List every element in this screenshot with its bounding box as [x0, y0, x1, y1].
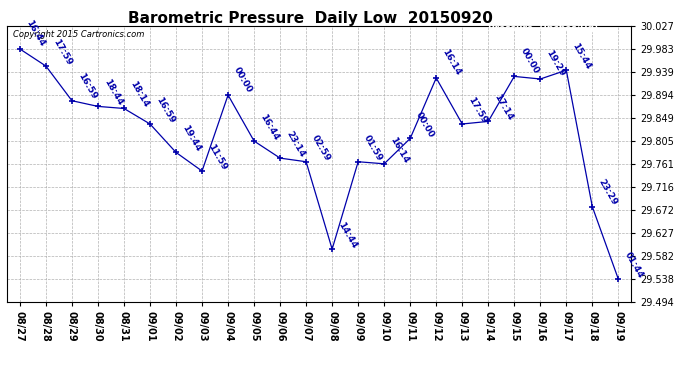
Text: 18:14: 18:14 — [128, 80, 150, 109]
Text: 16:59: 16:59 — [154, 95, 177, 124]
Text: Pressure  (Inches/Hg): Pressure (Inches/Hg) — [489, 24, 598, 33]
Text: 16:44: 16:44 — [258, 112, 280, 142]
Text: 18:44: 18:44 — [102, 78, 124, 107]
Text: 02:59: 02:59 — [310, 133, 333, 162]
Text: 01:44: 01:44 — [622, 251, 644, 280]
Text: 00:00: 00:00 — [233, 65, 254, 94]
Text: 15:44: 15:44 — [571, 41, 593, 71]
Text: 16:14: 16:14 — [440, 48, 462, 77]
Text: 23:14: 23:14 — [284, 129, 306, 159]
Text: Copyright 2015 Cartronics.com: Copyright 2015 Cartronics.com — [13, 30, 144, 39]
Text: 16:59: 16:59 — [76, 72, 98, 101]
Text: 19:44: 19:44 — [180, 123, 202, 153]
Text: 17:14: 17:14 — [493, 93, 515, 122]
Text: 00:00: 00:00 — [518, 47, 540, 76]
Text: 16:44: 16:44 — [24, 19, 46, 48]
Text: 19:29: 19:29 — [544, 49, 566, 78]
Text: 17:59: 17:59 — [52, 37, 74, 67]
Text: 01:59: 01:59 — [362, 133, 384, 162]
Text: Barometric Pressure  Daily Low  20150920: Barometric Pressure Daily Low 20150920 — [128, 11, 493, 26]
Text: 11:59: 11:59 — [206, 142, 228, 172]
Text: 00:00: 00:00 — [415, 110, 436, 139]
Text: 14:44: 14:44 — [336, 220, 359, 250]
Text: 17:59: 17:59 — [466, 95, 489, 124]
Text: 16:14: 16:14 — [388, 135, 411, 164]
Text: 23:29: 23:29 — [596, 178, 619, 207]
